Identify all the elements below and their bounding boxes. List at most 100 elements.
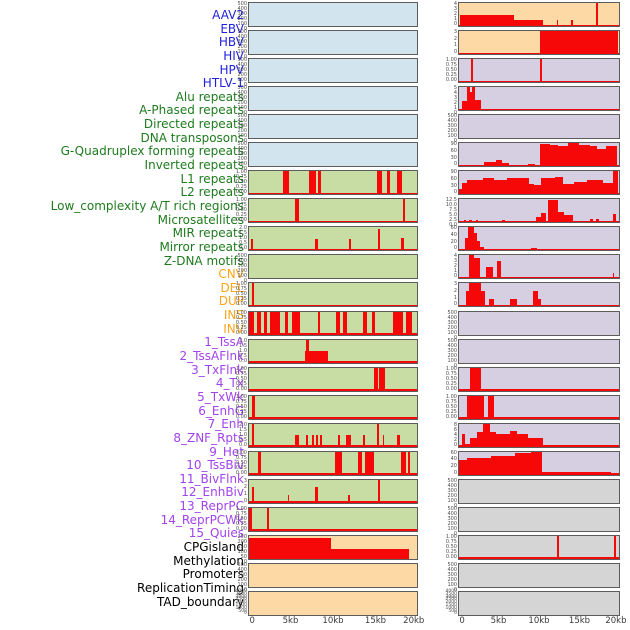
track-plot-area: [249, 87, 417, 110]
y-axis: 90 60 30 0: [433, 142, 457, 167]
track-6_EnhG: 12.5 10.0 7.5 5.0 2.5 0.0: [446, 198, 620, 228]
row-label: HBV: [218, 35, 244, 50]
track-Z-DNA motifs: 1.00 0.75 0.50 0.25 0.00: [236, 506, 418, 532]
data-bar: [264, 311, 268, 335]
track-Mirror repeats: 3210: [244, 478, 418, 504]
y-tick-label: 0.00: [445, 77, 457, 84]
track-Promoters: 1.00 0.75 0.50 0.25 0.00: [446, 534, 620, 560]
y-tick-label: 200: [447, 492, 457, 499]
data-bar: [376, 171, 382, 195]
zero-baseline: [459, 304, 619, 307]
y-tick-label: 100: [447, 525, 457, 532]
y-tick-label: 0.00: [445, 553, 457, 560]
row-label: Promoters: [182, 567, 244, 582]
track-HIV: 500 400 300 200 100 0: [237, 86, 418, 116]
y-tick-label: 0: [453, 21, 457, 27]
data-bar: [470, 59, 473, 83]
data-bar: [469, 91, 472, 111]
zero-baseline: [249, 473, 417, 475]
data-bar: [249, 311, 255, 335]
data-bar: [306, 339, 309, 363]
y-tick-label: 1.00: [445, 393, 457, 400]
y-tick-label: 90: [450, 169, 457, 176]
data-bar: [287, 495, 290, 503]
data-bar: [529, 183, 535, 195]
data-bar: [556, 20, 559, 26]
y-tick-label: 2: [453, 288, 457, 295]
track-plot-area: [249, 507, 417, 531]
data-bar: [257, 311, 261, 335]
y-tick-label: 300: [447, 123, 457, 130]
y-axis: 4000 3500 3000 2500 2000 1500 1000 500 0: [433, 590, 457, 616]
row-label: 15_Quies: [188, 526, 244, 541]
data-bar: [379, 367, 386, 391]
data-bar: [401, 451, 407, 475]
data-bar: [282, 171, 290, 195]
track-10_TssBiv: 500 400 300 200 100 0: [447, 310, 620, 340]
data-bar: [406, 311, 412, 335]
track-plot-area: [459, 199, 619, 223]
track-plot-area: [459, 564, 619, 587]
row-label: CPGisland: [183, 539, 244, 554]
y-tick-label: 1: [453, 42, 457, 49]
x-tick-label: 10kb: [322, 616, 344, 626]
track-plot-area: [459, 592, 619, 615]
y-tick-label: 1: [453, 105, 457, 112]
y-tick-label: 500: [447, 561, 457, 568]
x-tick-label: 0: [459, 616, 465, 626]
data-bar: [467, 87, 470, 111]
zero-baseline: [249, 333, 417, 335]
track-plot-area: [459, 423, 619, 447]
data-bar: [527, 438, 543, 447]
data-bar: [470, 438, 477, 447]
row-label: G-Quadruplex forming repeats: [60, 144, 244, 159]
track-Inverted repeats: 1.00 0.75 0.50 0.25 0.00: [236, 310, 418, 336]
data-bar: [402, 199, 406, 223]
row-label: 13_ReprPC: [179, 499, 244, 514]
row-label: DNA transposons: [140, 130, 245, 145]
track-plot-area: [249, 339, 417, 363]
data-bar: [547, 200, 559, 223]
zero-baseline: [459, 164, 619, 167]
x-tick-label: 15kb: [364, 616, 387, 626]
data-bar: [306, 435, 308, 447]
track-plot-area: [459, 3, 619, 26]
track-CPGisland: 500 400 300 200 100 0: [447, 478, 620, 508]
left-x-axis: 0 5kb 10kb 15kb 20kb: [248, 616, 425, 629]
y-axis: 500 400 300 200 100 0: [433, 506, 457, 536]
y-tick-label: 200: [447, 352, 457, 359]
data-bar: [539, 143, 551, 167]
row-label: 12_EnhBiv: [181, 485, 244, 500]
y-tick-label: 5: [453, 85, 457, 92]
y-tick-label: 0.50: [445, 543, 457, 550]
y-tick-label: 100: [447, 329, 457, 336]
row-label: L2 repeats: [180, 185, 245, 200]
row-label: Inverted repeats: [144, 158, 244, 173]
zero-baseline: [249, 248, 417, 251]
track-plot-area: [249, 479, 417, 503]
y-axis: 60 40 20 0: [433, 226, 457, 251]
data-bar: [479, 246, 484, 251]
data-bar: [364, 451, 375, 475]
track-plot-area: [249, 423, 417, 447]
track-plot-area: [459, 312, 619, 335]
row-label: HPV: [219, 62, 244, 77]
data-bar: [285, 311, 289, 335]
y-tick-label: 0.75: [445, 538, 457, 545]
data-bar: [495, 159, 503, 167]
data-bar: [491, 455, 515, 475]
data-bar: [467, 457, 491, 475]
data-bar: [558, 146, 568, 167]
track-L2 repeats: 1.00 0.75 0.50 0.25 0.00: [236, 366, 418, 392]
y-tick-label: 2: [453, 100, 457, 107]
data-bar: [550, 145, 559, 167]
data-bar: [483, 162, 496, 167]
y-tick-label: 3000: [445, 594, 457, 600]
y-tick-label: 6: [453, 426, 457, 433]
data-bar: [334, 451, 343, 475]
data-bar: [612, 272, 615, 279]
y-tick-label: 0: [453, 138, 457, 145]
row-label: HIV: [223, 48, 244, 63]
